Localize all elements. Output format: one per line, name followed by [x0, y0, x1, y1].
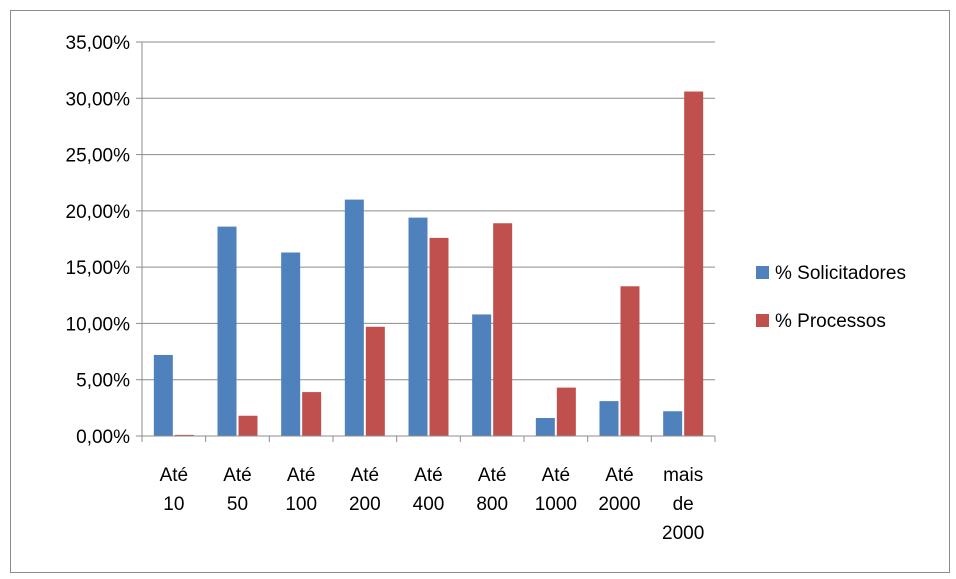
legend-swatch — [756, 266, 769, 279]
y-tick-label: 20,00% — [66, 202, 131, 223]
x-tick-label: Até 10 — [160, 465, 189, 515]
bars — [153, 91, 704, 436]
x-tick-label: Até 2000 — [598, 465, 640, 515]
bar-solicitadores — [408, 217, 428, 436]
bar-processos — [302, 392, 322, 436]
legend-label: % Solicitadores — [775, 263, 906, 284]
bar-solicitadores — [535, 417, 555, 436]
bar-solicitadores — [344, 199, 364, 436]
chart-frame — [10, 10, 950, 573]
legend-swatch — [756, 314, 769, 327]
x-tick-label: Até 200 — [349, 465, 381, 515]
bar-processos — [429, 237, 449, 436]
y-tick-labels: 0,00% 5,00% 10,00% 15,00% 20,00% 25,00% 30,00%… — [66, 33, 131, 448]
bar-solicitadores — [281, 252, 301, 436]
legend: % Solicitadores % Processos — [756, 263, 906, 332]
y-tick-label: 5,00% — [76, 371, 130, 392]
bar-solicitadores — [663, 411, 683, 436]
bar-solicitadores — [217, 226, 237, 436]
y-tick-label: 25,00% — [66, 146, 131, 167]
bar-processos — [493, 223, 513, 436]
y-tick-label: 0,00% — [76, 427, 130, 448]
bar-processos — [365, 326, 385, 436]
legend-label: % Processos — [775, 311, 886, 332]
gridlines — [136, 41, 715, 437]
x-tick-label: mais de 2000 — [662, 465, 704, 544]
x-tick-labels: Até 10 Até 50 Até 100 Até 200 Até 400 Até 800 Até 100… — [160, 465, 705, 544]
bar-solicitadores — [599, 401, 619, 436]
bar-processos — [238, 415, 258, 436]
x-tick-label: Até 400 — [413, 465, 445, 515]
bar-processos — [684, 91, 704, 436]
bar-processos — [174, 434, 194, 436]
x-tick-label: Até 100 — [285, 465, 317, 515]
y-tick-label: 35,00% — [66, 33, 131, 54]
y-tick-label: 10,00% — [66, 314, 131, 335]
y-tick-label: 15,00% — [66, 258, 131, 279]
bar-solicitadores — [472, 314, 492, 436]
bar-processos — [556, 387, 576, 436]
bar-solicitadores — [153, 354, 173, 436]
x-tick-label: Até 1000 — [535, 465, 577, 515]
axes — [141, 42, 716, 442]
y-tick-label: 30,00% — [66, 89, 131, 110]
bar-processos — [620, 286, 640, 436]
x-tick-label: Até 50 — [223, 465, 252, 515]
x-tick-label: Até 800 — [476, 465, 508, 515]
